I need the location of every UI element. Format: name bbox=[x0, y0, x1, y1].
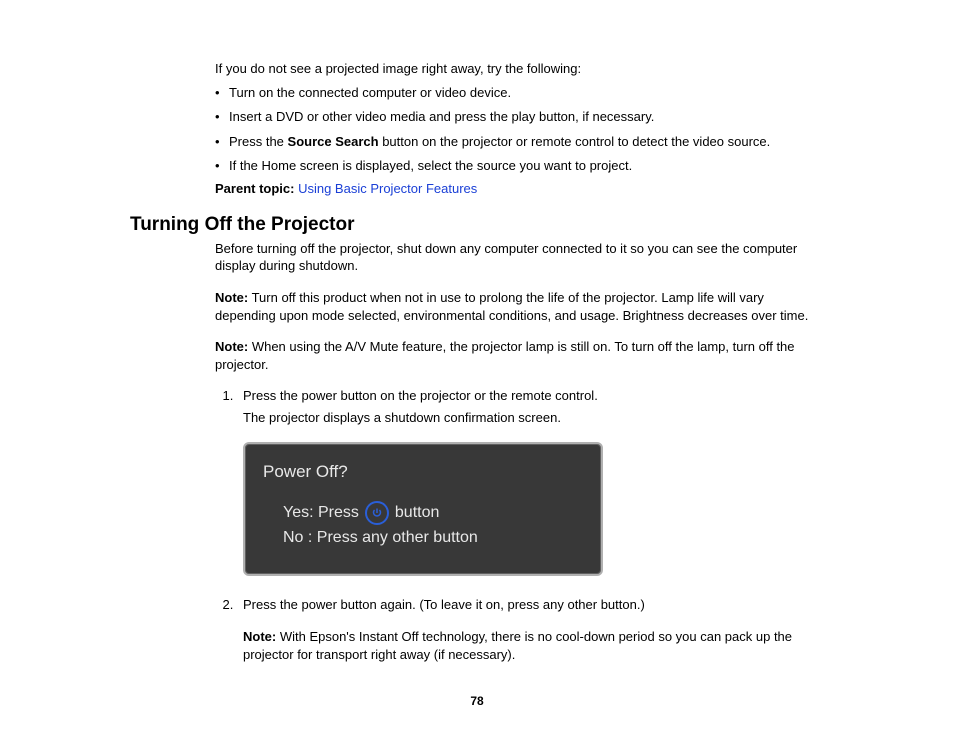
note-text: Turn off this product when not in use to… bbox=[215, 290, 808, 323]
paragraph: Before turning off the projector, shut d… bbox=[215, 240, 824, 275]
power-icon bbox=[365, 501, 389, 525]
tips-list: Turn on the connected computer or video … bbox=[215, 84, 824, 175]
parent-topic: Parent topic: Using Basic Projector Feat… bbox=[215, 181, 824, 196]
note-label: Note: bbox=[243, 629, 276, 644]
note-text: With Epson's Instant Off technology, the… bbox=[243, 629, 792, 662]
intro-text: If you do not see a projected image righ… bbox=[215, 60, 824, 78]
list-item: If the Home screen is displayed, select … bbox=[215, 157, 824, 175]
list-item: Press the Source Search button on the pr… bbox=[215, 133, 824, 151]
power-off-dialog: Power Off? Yes: Press button No : Press … bbox=[243, 442, 603, 576]
note-label: Note: bbox=[215, 339, 248, 354]
note-text: When using the A/V Mute feature, the pro… bbox=[215, 339, 795, 372]
list-item: Insert a DVD or other video media and pr… bbox=[215, 108, 824, 126]
page-number: 78 bbox=[0, 694, 954, 708]
text-fragment: Yes: Press bbox=[283, 502, 359, 524]
list-item: Turn on the connected computer or video … bbox=[215, 84, 824, 102]
text-fragment: button on the projector or remote contro… bbox=[379, 134, 771, 149]
step-item: Press the power button on the projector … bbox=[237, 387, 824, 576]
note-block: Note: Turn off this product when not in … bbox=[215, 289, 824, 324]
parent-topic-label: Parent topic: bbox=[215, 181, 298, 196]
step-item: Press the power button again. (To leave … bbox=[237, 596, 824, 663]
step-text: Press the power button on the projector … bbox=[243, 388, 598, 403]
text-fragment: Press the bbox=[229, 134, 288, 149]
section-heading: Turning Off the Projector bbox=[130, 214, 824, 236]
step-subtext: The projector displays a shutdown confir… bbox=[243, 409, 824, 427]
steps-list: Press the power button on the projector … bbox=[215, 387, 824, 663]
dialog-title: Power Off? bbox=[263, 460, 583, 484]
note-block: Note: When using the A/V Mute feature, t… bbox=[215, 338, 824, 373]
note-label: Note: bbox=[215, 290, 248, 305]
dialog-yes-line: Yes: Press button bbox=[283, 501, 583, 525]
note-block: Note: With Epson's Instant Off technolog… bbox=[243, 628, 824, 663]
text-fragment: button bbox=[395, 502, 439, 524]
step-text: Press the power button again. (To leave … bbox=[243, 597, 645, 612]
parent-topic-link[interactable]: Using Basic Projector Features bbox=[298, 181, 477, 196]
source-search-label: Source Search bbox=[288, 134, 379, 149]
dialog-no-line: No : Press any other button bbox=[283, 527, 583, 549]
